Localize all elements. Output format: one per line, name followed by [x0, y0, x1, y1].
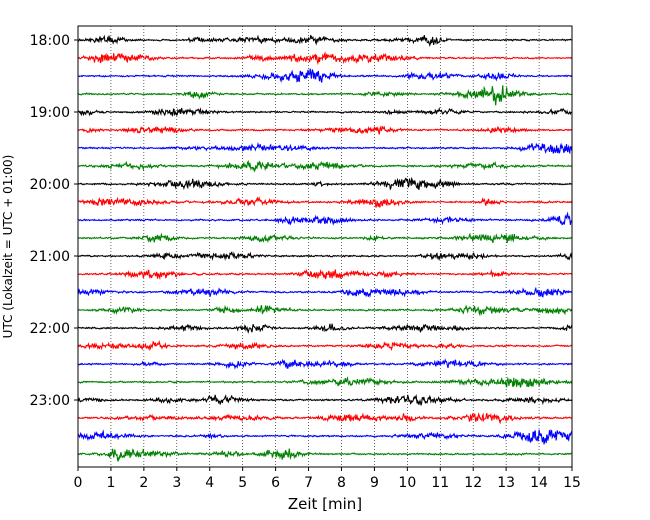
- x-axis-ticks: 0 1 2 3 4 5 6 7 8 9 10 11 12 13 14 15: [74, 467, 581, 491]
- trace-23-00: [77, 393, 573, 406]
- trace-lines: [77, 34, 573, 462]
- plot-frame: [77, 25, 573, 468]
- x-tick-label-13: 13: [497, 475, 515, 491]
- y-tick-label-0: 18:00: [30, 33, 70, 49]
- trace-19-30: [77, 141, 573, 155]
- trace-22-00: [77, 323, 573, 334]
- x-tick-label-8: 8: [337, 475, 346, 491]
- trace-23-15: [77, 412, 573, 425]
- y-axis-ticks: 18:00 19:00 20:00 21:00 22:00 23:00: [30, 33, 78, 409]
- x-tick-label-15: 15: [563, 475, 581, 491]
- trace-18-00: [77, 34, 573, 48]
- x-tick-label-7: 7: [304, 475, 313, 491]
- trace-19-00: [77, 106, 573, 117]
- y-tick-label-3: 21:00: [30, 249, 70, 265]
- y-axis-label: UTC (Lokalzeit = UTC + 01:00): [1, 155, 15, 339]
- trace-23-30: [77, 429, 573, 445]
- x-tick-label-11: 11: [431, 475, 449, 491]
- trace-20-30: [77, 211, 573, 226]
- trace-20-15: [77, 196, 573, 208]
- trace-21-45: [77, 304, 573, 317]
- trace-18-30: [77, 68, 573, 83]
- trace-22-15: [77, 339, 573, 352]
- x-tick-label-1: 1: [106, 475, 115, 491]
- trace-21-00: [77, 251, 573, 261]
- trace-19-15: [77, 125, 573, 135]
- trace-22-30: [77, 358, 573, 370]
- trace-18-15: [77, 51, 573, 66]
- x-axis-label: Zeit [min]: [288, 495, 362, 513]
- y-tick-label-4: 22:00: [30, 321, 70, 337]
- trace-21-15: [77, 268, 573, 281]
- trace-19-45: [77, 159, 573, 173]
- x-tick-label-0: 0: [74, 475, 83, 491]
- x-tick-label-14: 14: [530, 475, 548, 491]
- trace-20-00: [77, 176, 573, 191]
- x-tick-label-2: 2: [139, 475, 148, 491]
- trace-23-45: [77, 448, 573, 462]
- y-tick-label-1: 19:00: [30, 105, 70, 121]
- x-tick-label-5: 5: [238, 475, 247, 491]
- x-tick-label-6: 6: [271, 475, 280, 491]
- trace-20-45: [77, 232, 573, 244]
- x-tick-label-10: 10: [398, 475, 416, 491]
- x-tick-label-12: 12: [464, 475, 482, 491]
- trace-21-30: [77, 286, 573, 298]
- y-tick-label-5: 23:00: [30, 393, 70, 409]
- x-tick-label-3: 3: [172, 475, 181, 491]
- y-tick-label-2: 20:00: [30, 177, 70, 193]
- trace-22-45: [77, 376, 573, 388]
- trace-18-45: [77, 85, 573, 106]
- x-tick-label-9: 9: [370, 475, 379, 491]
- x-tick-label-4: 4: [205, 475, 214, 491]
